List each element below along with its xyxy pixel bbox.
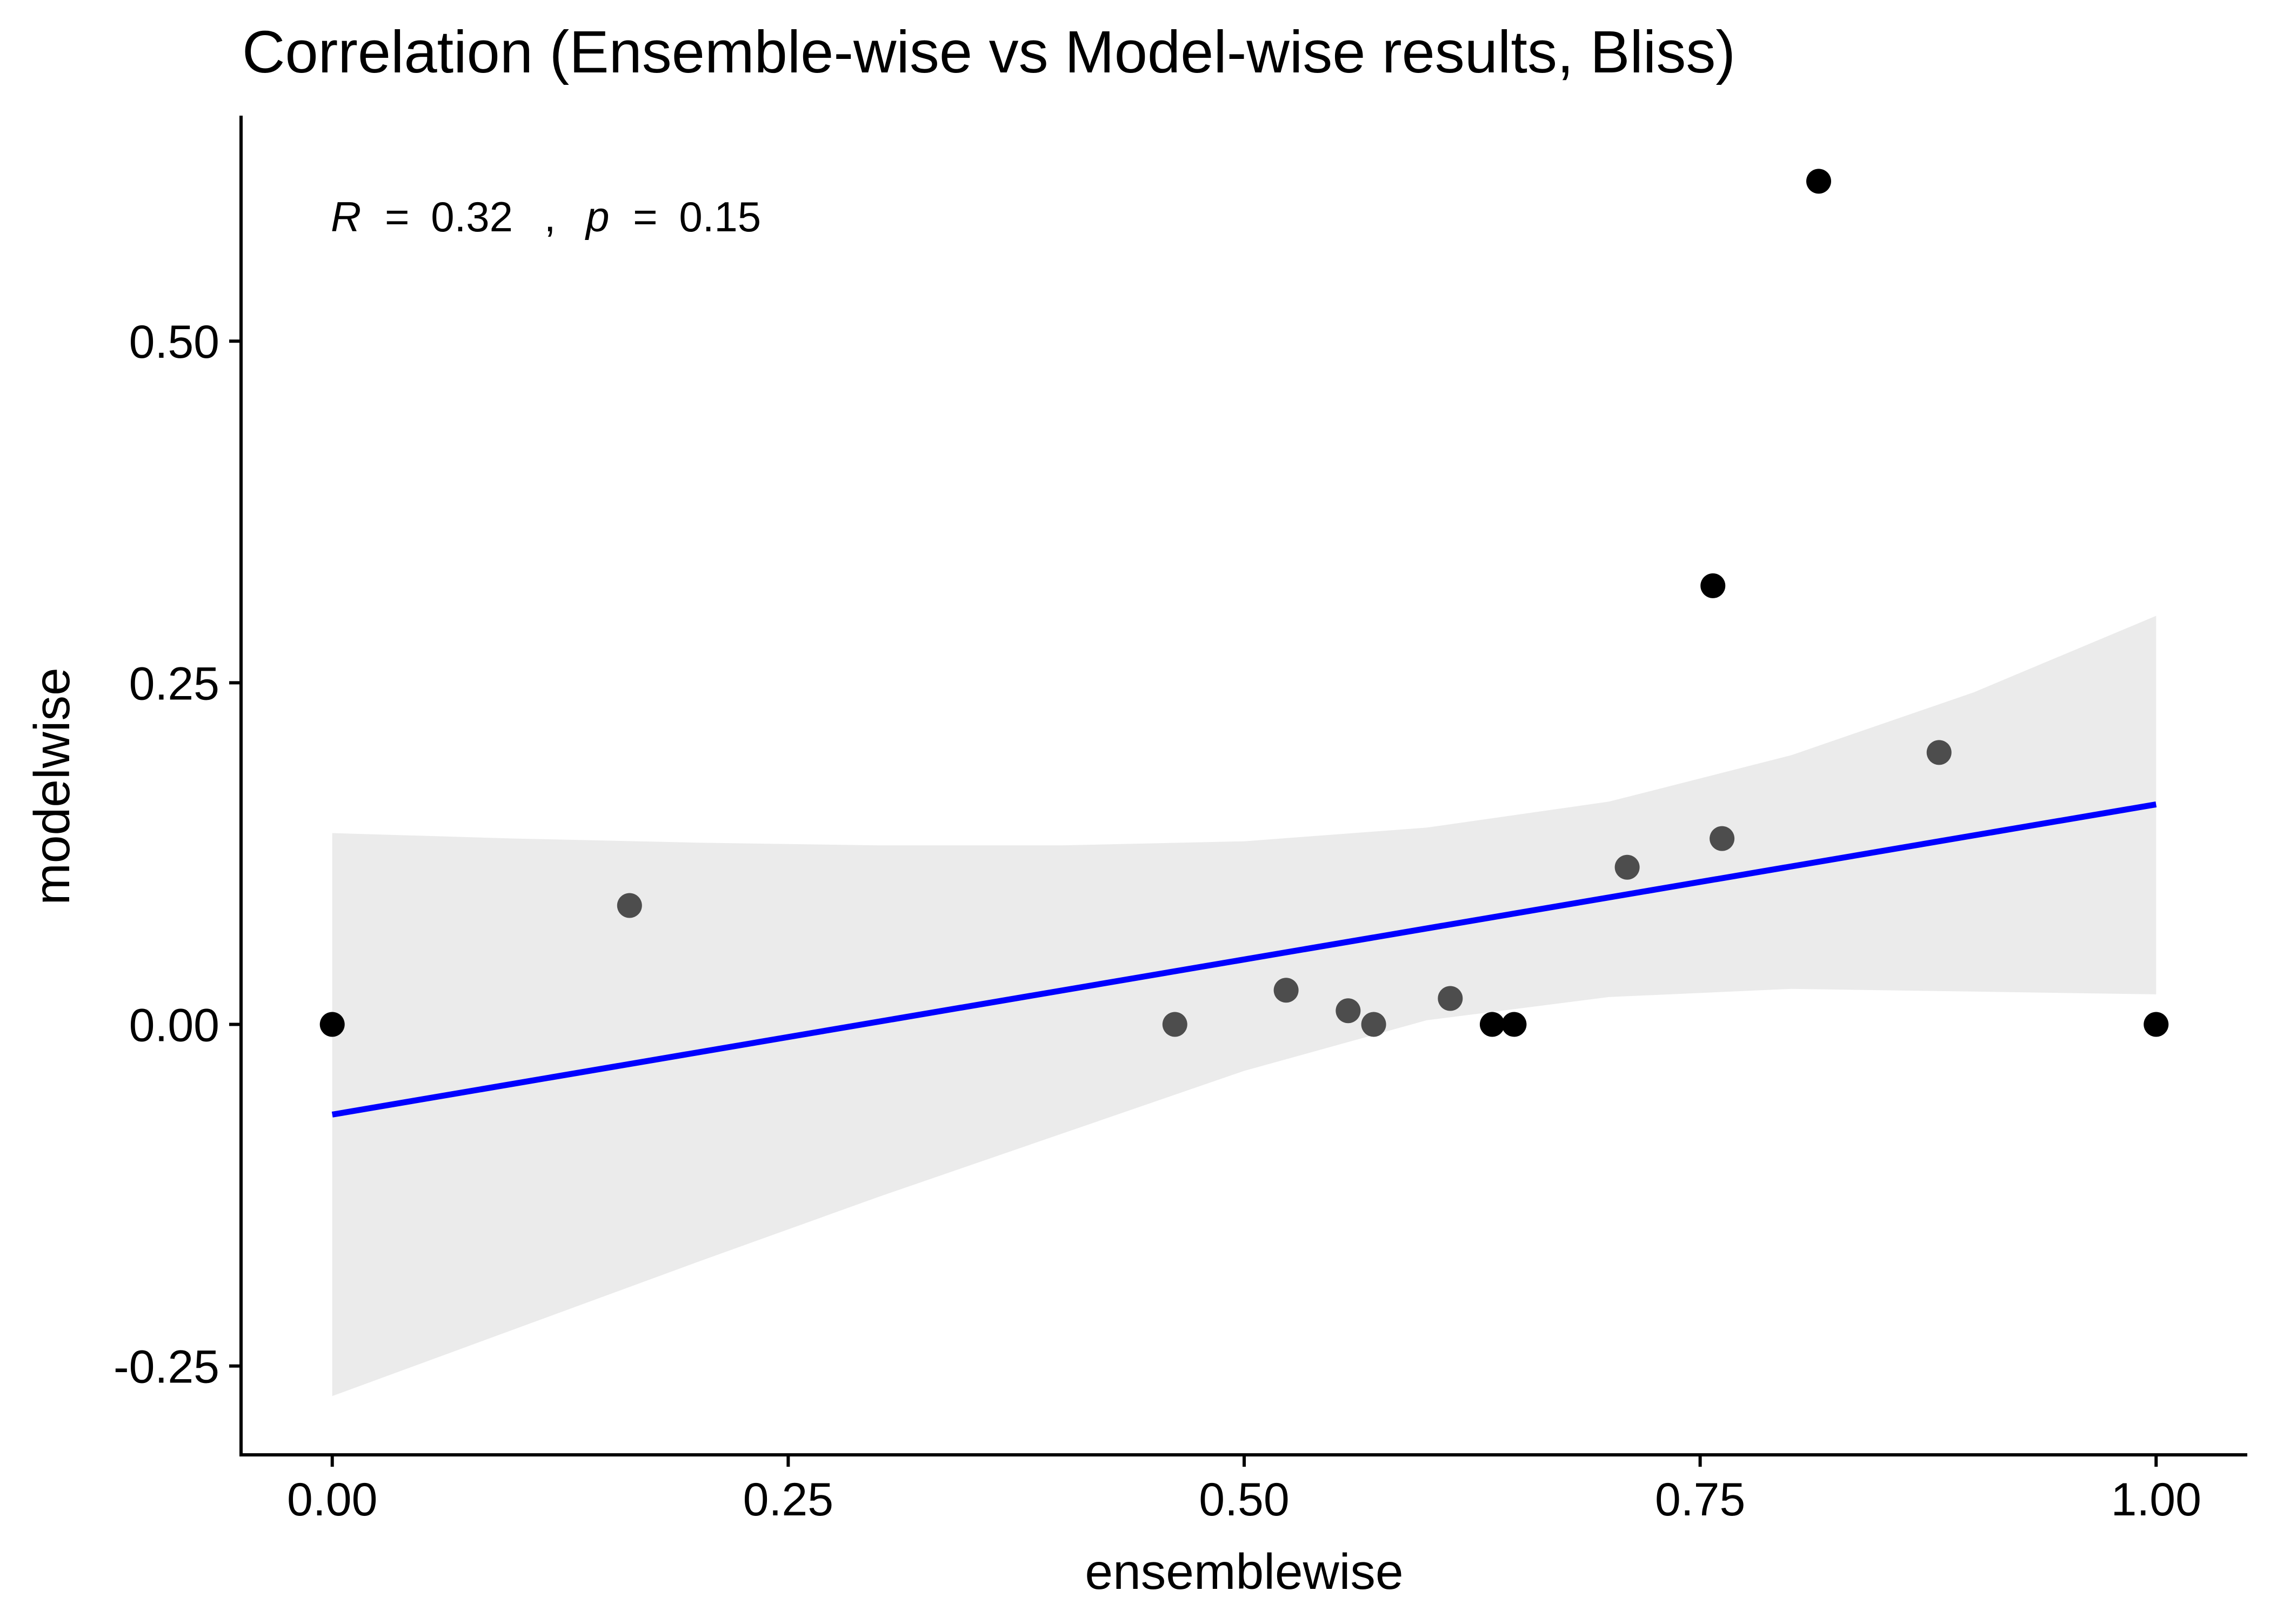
chart-title: Correlation (Ensemble-wise vs Model-wise…: [242, 19, 1735, 85]
data-points-layer: [319, 169, 2169, 1037]
data-point: [1361, 1012, 1386, 1037]
data-point: [1162, 1012, 1187, 1037]
regression-line-layer: [331, 801, 2157, 1118]
data-point: [1273, 978, 1299, 1003]
confidence-band: [332, 616, 2156, 1396]
regression-line: [331, 801, 2157, 1118]
data-point: [2144, 1012, 2169, 1037]
x-tick-label: 0.50: [1199, 1474, 1289, 1526]
annotation-separator: ,: [544, 193, 556, 240]
data-point: [1438, 986, 1463, 1011]
data-point: [1501, 1012, 1527, 1037]
data-point: [1806, 169, 1831, 194]
y-axis-ticks: -0.25 0.00 0.25 0.50: [114, 316, 241, 1393]
data-point: [319, 1012, 345, 1037]
confidence-band-layer: [332, 616, 2156, 1396]
x-tick-label: 0.00: [287, 1474, 377, 1526]
p-value: = 0.15: [633, 193, 761, 240]
x-tick-label: 1.00: [2111, 1474, 2201, 1526]
x-axis-title: ensemblewise: [1085, 1543, 1403, 1600]
x-tick-label: 0.75: [1655, 1474, 1745, 1526]
y-tick-label: 0.50: [129, 316, 219, 368]
y-axis-title: modelwise: [24, 667, 80, 905]
data-point: [1479, 1012, 1505, 1037]
y-tick-label: 0.00: [129, 1000, 219, 1052]
correlation-annotation: R = 0.32 , p = 0.15: [331, 193, 761, 240]
data-point: [617, 893, 642, 918]
x-tick-label: 0.25: [743, 1474, 833, 1526]
data-point: [1710, 826, 1735, 851]
data-point: [1700, 573, 1726, 598]
data-point: [1614, 854, 1640, 880]
data-point: [1336, 998, 1361, 1024]
y-tick-label: -0.25: [114, 1341, 219, 1393]
y-tick-label: 0.25: [129, 658, 219, 710]
r-value: = 0.32: [385, 193, 513, 240]
p-symbol: p: [585, 193, 609, 240]
r-symbol: R: [331, 193, 361, 240]
data-point: [1926, 740, 1952, 765]
x-axis-ticks: 0.00 0.25 0.50 0.75 1.00: [287, 1455, 2201, 1526]
